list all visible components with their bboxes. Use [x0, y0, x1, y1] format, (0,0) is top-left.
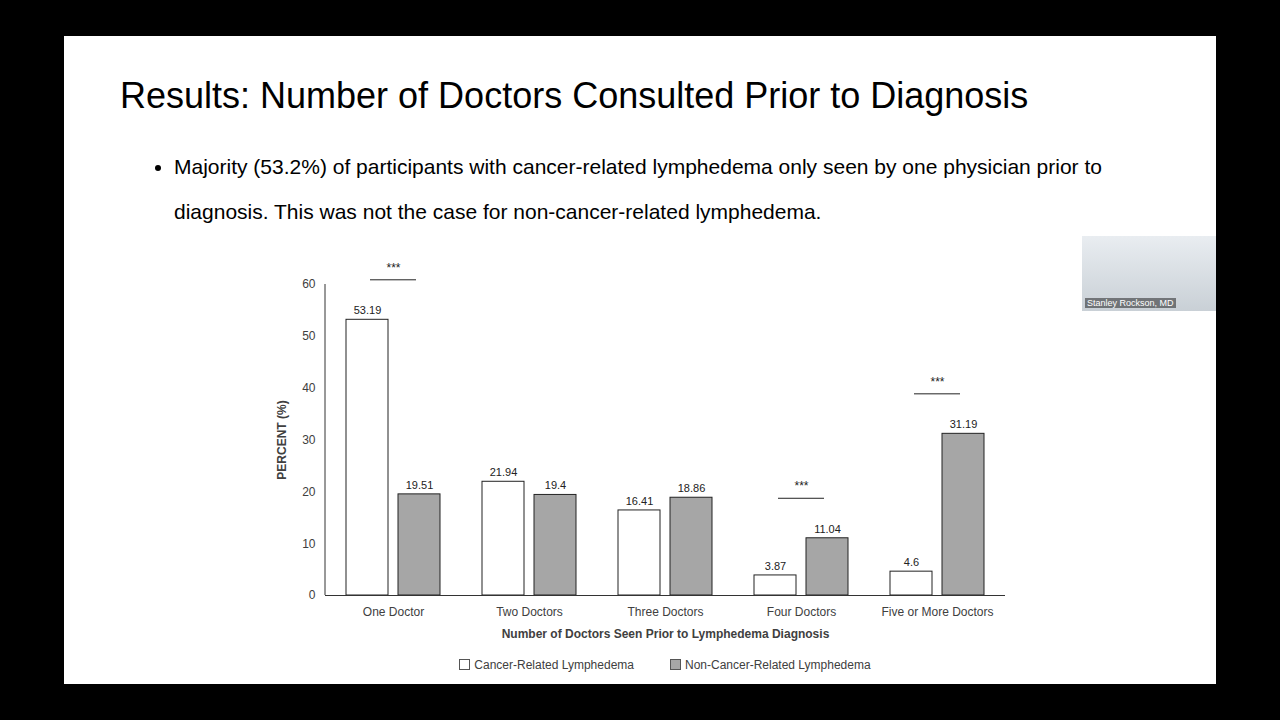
svg-text:40: 40: [302, 381, 316, 395]
svg-text:19.51: 19.51: [406, 479, 434, 491]
svg-text:19.4: 19.4: [545, 479, 566, 491]
svg-text:***: ***: [930, 375, 944, 389]
svg-text:50: 50: [302, 329, 316, 343]
html-text:Stanley Rockson, MD: Stanley Rockson, MD: [1087, 298, 1174, 308]
svg-text:***: ***: [794, 479, 808, 493]
svg-text:Number of Doctors Seen Prior t: Number of Doctors Seen Prior to Lymphede…: [502, 627, 830, 641]
svg-text:60: 60: [302, 277, 316, 291]
svg-text:One Doctor: One Doctor: [363, 605, 424, 619]
svg-text:4.6: 4.6: [904, 556, 919, 568]
svg-text:PERCENT (%): PERCENT (%): [275, 400, 289, 479]
svg-text:***: ***: [386, 261, 400, 275]
svg-text:Five or More Doctors: Five or More Doctors: [881, 605, 993, 619]
svg-text:0: 0: [309, 588, 316, 602]
html-text:Non-Cancer-Related Lymphedema: Non-Cancer-Related Lymphedema: [685, 658, 871, 672]
html-text:Majority (53.2%) of participan: Majority (53.2%) of participants with ca…: [174, 155, 1102, 223]
html-text:Results: Number of Doctors Con: Results: Number of Doctors Consulted Pri…: [120, 75, 1029, 116]
svg-text:Two Doctors: Two Doctors: [496, 605, 563, 619]
svg-text:20: 20: [302, 485, 316, 499]
svg-text:21.94: 21.94: [490, 466, 518, 478]
html-text:Cancer-Related Lymphedema: Cancer-Related Lymphedema: [474, 658, 634, 672]
svg-text:53.19: 53.19: [354, 304, 382, 316]
svg-text:Four Doctors: Four Doctors: [767, 605, 836, 619]
svg-text:10: 10: [302, 537, 316, 551]
svg-text:Three Doctors: Three Doctors: [627, 605, 703, 619]
svg-text:31.19: 31.19: [950, 418, 978, 430]
svg-text:30: 30: [302, 433, 316, 447]
svg-text:16.41: 16.41: [626, 495, 654, 507]
svg-text:11.04: 11.04: [814, 523, 841, 535]
svg-text:18.86: 18.86: [678, 482, 706, 494]
svg-text:3.87: 3.87: [765, 560, 786, 572]
